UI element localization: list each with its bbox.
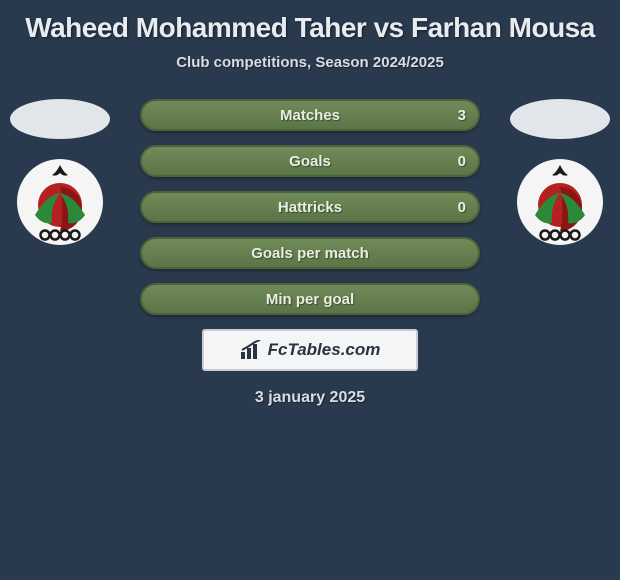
- player-avatar-left: [10, 99, 110, 139]
- stat-bar: Goals 0: [140, 145, 480, 177]
- stat-value-right: 0: [458, 153, 466, 170]
- chart-icon: [240, 340, 262, 360]
- subtitle: Club competitions, Season 2024/2025: [0, 48, 620, 89]
- stat-label: Matches: [280, 107, 340, 124]
- stat-bar: Hattricks 0: [140, 191, 480, 223]
- stats-bars: Matches 3 Goals 0 Hattricks 0 Goals per match M…: [140, 89, 480, 315]
- stat-bar: Min per goal: [140, 283, 480, 315]
- page-title: Waheed Mohammed Taher vs Farhan Mousa: [0, 0, 620, 48]
- stat-label: Min per goal: [266, 291, 354, 308]
- stat-label: Hattricks: [278, 199, 342, 216]
- player-avatar-right: [510, 99, 610, 139]
- shield-icon: [17, 159, 103, 245]
- logo-text: FcTables.com: [268, 340, 381, 360]
- stat-label: Goals per match: [251, 245, 369, 262]
- stat-bar: Goals per match: [140, 237, 480, 269]
- comparison-panel: Matches 3 Goals 0 Hattricks 0 Goals per match M…: [0, 89, 620, 425]
- club-badge-left: [17, 159, 103, 245]
- stat-value-right: 0: [458, 199, 466, 216]
- shield-icon: [517, 159, 603, 245]
- club-badge-right: [517, 159, 603, 245]
- stat-value-right: 3: [458, 107, 466, 124]
- fctables-logo: FcTables.com: [202, 329, 418, 371]
- date-label: 3 january 2025: [0, 371, 620, 425]
- stat-bar: Matches 3: [140, 99, 480, 131]
- stat-label: Goals: [289, 153, 331, 170]
